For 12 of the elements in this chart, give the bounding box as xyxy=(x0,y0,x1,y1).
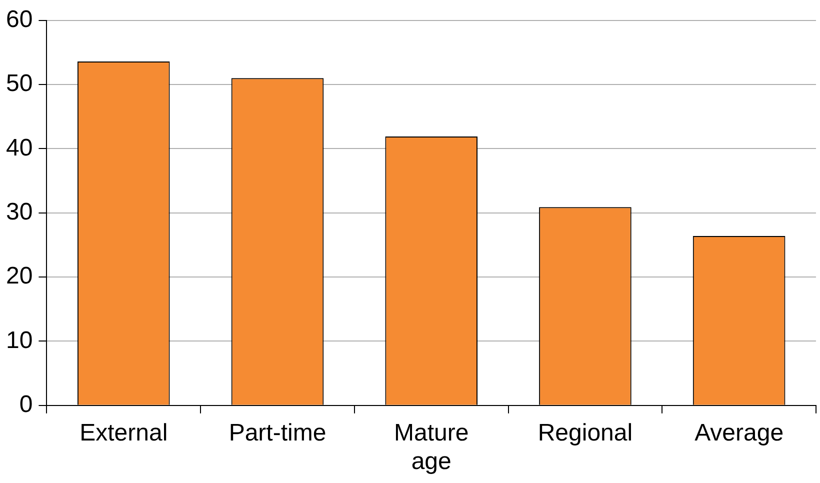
y-tick-label: 30 xyxy=(6,198,33,226)
x-tick-label: Mature age xyxy=(394,419,469,476)
y-tick-label: 60 xyxy=(6,6,33,34)
x-tick-label: Average xyxy=(694,419,784,446)
x-tick-label: Part-time xyxy=(228,419,326,446)
y-tick-label: 40 xyxy=(6,134,33,162)
x-tick-label: External xyxy=(80,419,168,446)
y-tick-label: 20 xyxy=(6,262,33,290)
y-tick-label: 0 xyxy=(19,391,33,418)
y-tick-label: 10 xyxy=(6,326,33,354)
x-tick-label: Regional xyxy=(538,419,633,446)
y-tick-label: 50 xyxy=(6,70,33,98)
